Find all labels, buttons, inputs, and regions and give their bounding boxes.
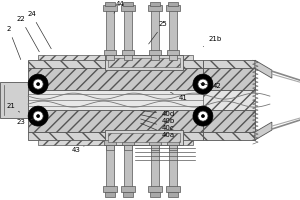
Bar (106, 145, 114, 187)
Bar (105, 2, 115, 6)
Bar (166, 5, 180, 11)
Bar (166, 186, 180, 192)
Bar (203, 60, 255, 68)
Text: 42: 42 (201, 83, 222, 89)
Text: 40d: 40d (141, 110, 175, 117)
Bar (169, 10, 177, 55)
Bar (151, 145, 159, 150)
Bar (168, 2, 178, 6)
Bar (168, 192, 178, 197)
Bar (28, 90, 203, 110)
Bar (203, 68, 255, 90)
Text: 40c: 40c (141, 119, 175, 131)
Bar (148, 5, 162, 11)
Text: 24: 24 (27, 11, 51, 49)
Bar (151, 55, 159, 60)
Circle shape (33, 111, 43, 121)
Bar (106, 145, 114, 150)
Bar (38, 55, 193, 60)
Circle shape (193, 106, 213, 126)
Bar (148, 186, 162, 192)
Bar (0, 82, 28, 118)
Bar (105, 130, 183, 145)
Bar (104, 50, 116, 55)
Bar (169, 145, 177, 187)
Bar (149, 50, 161, 55)
Text: 21: 21 (7, 103, 20, 112)
Polygon shape (255, 60, 272, 78)
Text: 23: 23 (17, 119, 33, 125)
Bar (28, 68, 203, 90)
Bar (105, 192, 115, 197)
Bar (106, 55, 114, 60)
Circle shape (201, 115, 204, 118)
Bar (108, 133, 180, 142)
Bar (103, 5, 117, 11)
Text: 44: 44 (114, 1, 124, 13)
Bar (105, 55, 183, 70)
Circle shape (201, 83, 204, 86)
Bar (104, 140, 116, 145)
Text: 25: 25 (149, 21, 168, 44)
Text: 2: 2 (7, 26, 21, 60)
Bar (150, 192, 160, 197)
Bar (122, 140, 134, 145)
Text: 22: 22 (17, 16, 39, 52)
Bar (121, 186, 135, 192)
Bar (149, 140, 161, 145)
Text: 43: 43 (72, 146, 84, 153)
Circle shape (33, 79, 43, 89)
Bar (124, 10, 132, 55)
Circle shape (28, 106, 48, 126)
Polygon shape (255, 122, 272, 140)
Bar (106, 10, 114, 55)
Text: 40b: 40b (141, 115, 175, 124)
Bar (150, 2, 160, 6)
Text: 41: 41 (170, 92, 187, 101)
Bar (203, 90, 255, 110)
Bar (28, 60, 203, 68)
Bar (169, 145, 177, 150)
Bar (28, 132, 203, 140)
Circle shape (37, 83, 40, 86)
Bar (122, 50, 134, 55)
Circle shape (198, 79, 208, 89)
Bar (123, 2, 133, 6)
Circle shape (193, 74, 213, 94)
Bar (203, 132, 255, 140)
Bar (123, 192, 133, 197)
Text: 21b: 21b (203, 36, 222, 47)
Circle shape (198, 111, 208, 121)
Circle shape (28, 74, 48, 94)
Bar (169, 55, 177, 60)
Circle shape (37, 115, 40, 118)
Bar (124, 55, 132, 60)
Text: 40a: 40a (141, 123, 175, 138)
Bar (167, 140, 179, 145)
Bar (38, 140, 193, 145)
Bar (28, 110, 203, 132)
Bar (167, 50, 179, 55)
Bar (203, 110, 255, 132)
Bar (108, 58, 180, 67)
Bar (151, 10, 159, 55)
Bar (124, 145, 132, 150)
Bar (124, 145, 132, 187)
Bar (151, 145, 159, 187)
Bar (121, 5, 135, 11)
Bar (103, 186, 117, 192)
